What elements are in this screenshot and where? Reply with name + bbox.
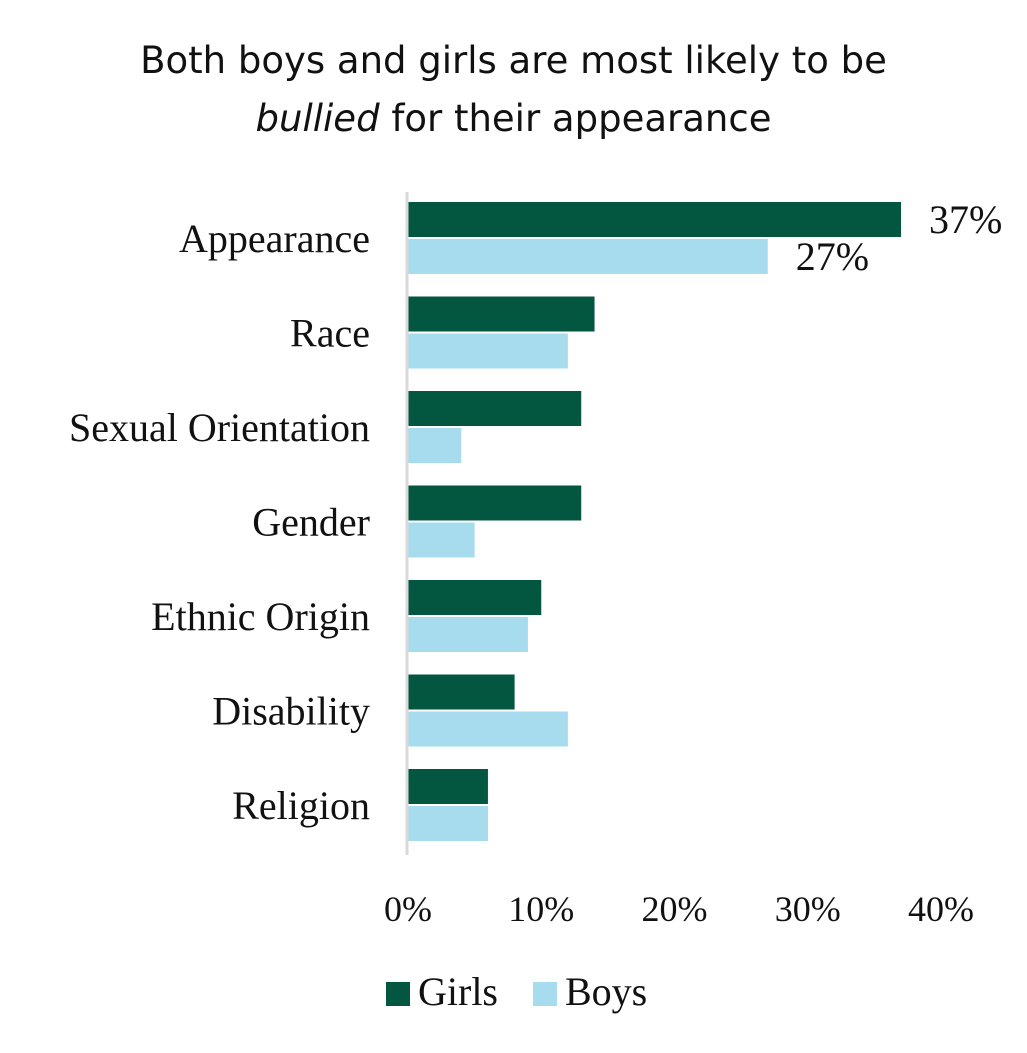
bar-girls-race [408,296,595,332]
title-line-2: bullied for their appearance [0,90,1027,148]
data-label-boys: 27% [796,234,869,279]
bar-girls-appearance [408,202,902,237]
legend-swatch-girls [386,982,410,1006]
bar-boys-disability [408,711,568,747]
x-tick-label: 40% [908,889,974,929]
category-label: Sexual Orientation [69,405,370,450]
bar-girls-religion [408,769,488,804]
title-emphasis: bullied [255,97,380,140]
bar-boys-sexual-orientation [408,428,462,463]
category-label: Religion [232,783,370,828]
x-tick-label: 20% [642,889,708,929]
bar-girls-ethnic-origin [408,580,542,615]
category-label: Disability [212,689,370,734]
legend-label-girls: Girls [418,969,498,1014]
x-tick-label: 0% [384,889,432,929]
x-tick-labels: 0% 10% 20% 30% 40% [384,889,974,929]
category-label: Gender [252,500,370,545]
bar-girls-gender [408,485,582,521]
bar-girls-sexual-orientation [408,391,582,426]
category-labels: Appearance Race Sexual Orientation Gender Et… [69,216,370,828]
data-label-girls: 37% [929,197,1002,242]
bar-boys-ethnic-origin [408,617,528,652]
bar-boys-religion [408,806,488,841]
bar-girls-disability [408,674,515,710]
chart-title: Both boys and girls are most likely to b… [0,32,1027,148]
title-rest: for their appearance [379,97,772,140]
bar-boys-race [408,333,568,369]
bars-group [408,202,902,841]
x-tick-label: 10% [508,889,574,929]
legend-swatch-boys [533,982,557,1006]
legend-label-boys: Boys [565,969,647,1014]
legend: Girls Boys [386,969,647,1014]
category-label: Appearance [179,216,370,261]
bar-boys-gender [408,522,475,558]
bar-boys-appearance [408,239,768,274]
title-line-1: Both boys and girls are most likely to b… [140,39,887,82]
category-label: Ethnic Origin [151,594,370,639]
category-label: Race [290,311,370,356]
x-tick-label: 30% [775,889,841,929]
data-labels: 37% 27% [796,197,1003,279]
